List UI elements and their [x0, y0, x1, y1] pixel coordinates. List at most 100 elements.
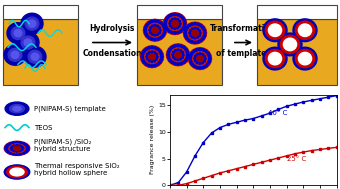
Circle shape: [22, 153, 25, 154]
FancyBboxPatch shape: [137, 19, 222, 85]
Circle shape: [157, 20, 159, 23]
Circle shape: [26, 149, 29, 151]
Circle shape: [21, 149, 23, 151]
Circle shape: [180, 62, 182, 65]
Circle shape: [196, 49, 198, 51]
Y-axis label: Fragrance release (%): Fragrance release (%): [150, 105, 155, 174]
Circle shape: [197, 53, 199, 55]
Circle shape: [191, 63, 193, 65]
Circle shape: [22, 148, 24, 149]
Circle shape: [263, 47, 287, 70]
Circle shape: [148, 22, 151, 24]
Circle shape: [28, 50, 42, 63]
Circle shape: [10, 168, 24, 176]
Text: Condensation: Condensation: [82, 49, 142, 58]
Circle shape: [4, 44, 26, 65]
Circle shape: [208, 57, 211, 60]
Circle shape: [154, 20, 156, 22]
Circle shape: [13, 106, 21, 111]
Circle shape: [4, 165, 30, 179]
Circle shape: [184, 22, 186, 25]
Text: Thermal responsive SiO₂
hybrid hollow sphere: Thermal responsive SiO₂ hybrid hollow sp…: [34, 163, 120, 176]
Circle shape: [24, 144, 27, 146]
Circle shape: [144, 32, 147, 34]
Circle shape: [266, 50, 285, 68]
Circle shape: [9, 153, 12, 154]
Circle shape: [194, 27, 196, 29]
Circle shape: [159, 36, 162, 39]
Circle shape: [148, 23, 162, 37]
Circle shape: [197, 23, 199, 26]
Circle shape: [263, 19, 287, 42]
Circle shape: [21, 146, 23, 147]
Circle shape: [171, 46, 173, 49]
Circle shape: [16, 142, 18, 143]
Circle shape: [197, 28, 199, 30]
Circle shape: [172, 56, 174, 58]
Circle shape: [169, 23, 171, 24]
Circle shape: [295, 21, 314, 39]
Circle shape: [177, 31, 179, 34]
Circle shape: [177, 63, 179, 65]
Circle shape: [11, 51, 19, 58]
Circle shape: [180, 45, 182, 47]
Text: 25° C: 25° C: [287, 156, 306, 162]
Circle shape: [167, 44, 189, 66]
Circle shape: [14, 146, 20, 150]
Circle shape: [157, 25, 159, 27]
Circle shape: [157, 38, 159, 40]
Circle shape: [145, 63, 148, 65]
Circle shape: [182, 52, 184, 53]
Circle shape: [151, 38, 153, 40]
Circle shape: [5, 146, 8, 147]
Circle shape: [293, 19, 317, 42]
Circle shape: [12, 142, 15, 143]
Circle shape: [171, 48, 185, 62]
Circle shape: [156, 56, 158, 58]
Circle shape: [293, 47, 317, 70]
Circle shape: [168, 30, 171, 32]
Circle shape: [179, 23, 181, 25]
Circle shape: [184, 29, 187, 31]
Circle shape: [193, 50, 195, 52]
Circle shape: [299, 52, 311, 65]
Circle shape: [17, 32, 39, 53]
Circle shape: [200, 39, 202, 42]
Circle shape: [177, 59, 179, 60]
Circle shape: [155, 58, 157, 60]
Circle shape: [189, 57, 191, 60]
FancyBboxPatch shape: [3, 19, 78, 85]
Circle shape: [202, 62, 203, 64]
Circle shape: [7, 23, 29, 43]
Circle shape: [197, 62, 198, 64]
Circle shape: [144, 29, 147, 31]
Circle shape: [11, 149, 13, 150]
Circle shape: [268, 52, 282, 65]
Text: Transformation: Transformation: [210, 24, 276, 33]
Circle shape: [174, 13, 176, 15]
Circle shape: [162, 24, 164, 26]
Circle shape: [165, 20, 167, 22]
Text: P(NIPAM-S) template: P(NIPAM-S) template: [34, 105, 106, 112]
Circle shape: [192, 28, 193, 30]
Circle shape: [164, 22, 167, 25]
Circle shape: [204, 60, 205, 62]
Circle shape: [177, 14, 179, 16]
Circle shape: [194, 23, 196, 25]
Circle shape: [166, 28, 168, 30]
Circle shape: [146, 34, 148, 37]
Circle shape: [174, 32, 176, 34]
Circle shape: [159, 50, 161, 53]
Circle shape: [24, 151, 27, 153]
Circle shape: [9, 143, 12, 144]
Circle shape: [141, 53, 144, 55]
Circle shape: [159, 27, 160, 29]
Circle shape: [174, 18, 176, 20]
Circle shape: [182, 57, 183, 58]
Circle shape: [278, 33, 302, 56]
Circle shape: [8, 48, 22, 61]
Circle shape: [183, 20, 186, 22]
Circle shape: [31, 53, 39, 60]
Circle shape: [141, 56, 143, 58]
Circle shape: [207, 52, 209, 54]
